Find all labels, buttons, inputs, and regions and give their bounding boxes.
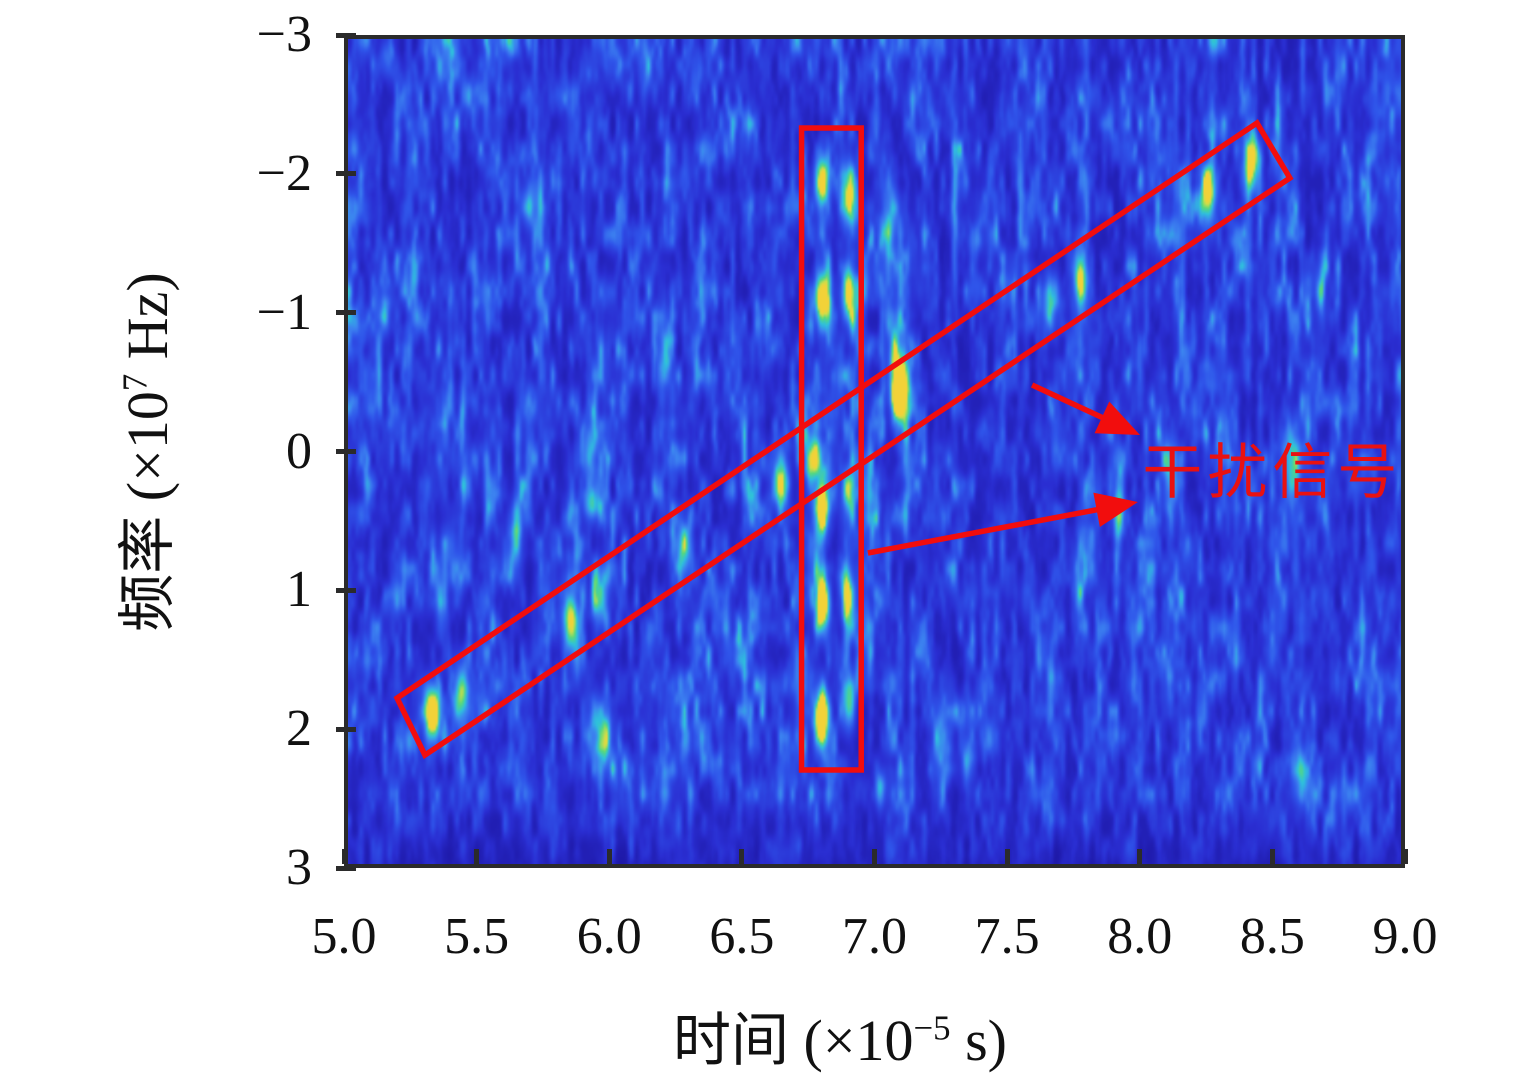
y-tick-label: 2 (286, 700, 312, 758)
x-tick-mark (872, 849, 877, 864)
y-tick-mark (336, 726, 356, 732)
spectrogram-heatmap (348, 39, 1401, 864)
y-tick-mark (336, 865, 356, 871)
y-tick-mark (336, 171, 356, 177)
x-tick-label: 6.0 (576, 908, 642, 965)
y-tick-mark (336, 587, 356, 593)
y-tick-mark (336, 449, 356, 454)
x-tick-label: 7.0 (842, 908, 907, 965)
y-axis-label-pre: 频率 (×10 (115, 391, 180, 632)
y-tick-label: 3 (286, 839, 312, 896)
x-axis-label-exponent: −5 (913, 1008, 951, 1048)
y-tick-label: 1 (286, 561, 312, 619)
x-axis-label-pre: 时间 (×10 (673, 1008, 914, 1073)
x-axis-label: 时间 (×10−5 s) (673, 993, 1007, 1077)
x-tick-label: 8.5 (1239, 908, 1305, 965)
y-tick-mark (336, 32, 356, 38)
x-tick-label: 9.0 (1372, 908, 1438, 965)
y-axis-label-exponent: 7 (115, 373, 155, 392)
x-tick-mark (606, 849, 612, 864)
y-tick-label: −3 (256, 6, 312, 63)
x-tick-mark (1137, 849, 1143, 864)
y-axis-label: 频率 (×107 Hz) (100, 272, 184, 631)
x-tick-mark (1402, 849, 1408, 864)
y-tick-label: 0 (286, 422, 312, 480)
x-tick-label: 6.5 (709, 908, 775, 965)
plot-area (344, 35, 1405, 868)
x-tick-label: 8.0 (1107, 908, 1173, 965)
y-axis-label-post: Hz) (115, 272, 180, 374)
x-tick-label: 5.5 (444, 908, 510, 965)
y-tick-label: −1 (256, 283, 312, 341)
x-tick-label: 5.0 (311, 908, 377, 965)
x-tick-mark (739, 849, 745, 864)
x-tick-label: 7.5 (974, 908, 1040, 965)
y-tick-mark (336, 310, 356, 316)
y-tick-label: −2 (256, 144, 312, 202)
x-axis-label-post: s) (950, 1008, 1007, 1073)
x-tick-mark (1269, 849, 1275, 864)
x-tick-mark (474, 849, 480, 864)
x-tick-mark (1004, 849, 1010, 864)
x-tick-mark (341, 849, 347, 864)
